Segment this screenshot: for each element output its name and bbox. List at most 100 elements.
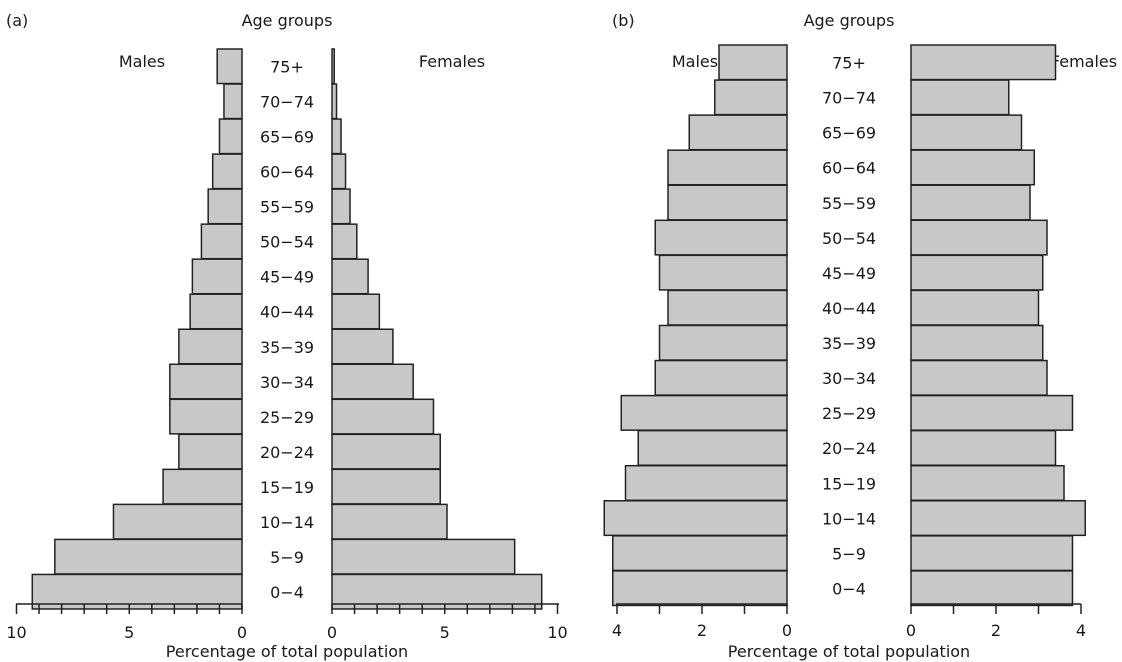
age-group-label: 35−39 [822,334,876,353]
bar-males-8 [189,293,243,330]
panel-b: (b) Age groups Males Females Percentage … [603,11,1117,661]
x-tick-label-males: 10 [6,623,26,642]
bar-females-15 [910,535,1074,572]
bar-males-3 [218,118,243,155]
bar-females-8 [331,293,381,330]
bar-females-5 [331,188,351,225]
age-group-label: 10−14 [822,509,876,528]
bar-males-10 [169,363,243,400]
bar-females-15 [331,538,516,575]
bar-males-2 [714,79,788,116]
bar-females-8 [910,289,1040,326]
age-group-label: 55−59 [822,194,876,213]
panel-a: (a) Age groups Males Females Percentage … [6,11,568,661]
bar-males-14 [112,503,243,540]
bar-males-15 [54,538,243,575]
bar-males-5 [207,188,243,225]
x-tick-label-males: 4 [612,621,622,640]
age-group-label: 30−34 [260,373,314,392]
bar-females-11 [331,398,435,435]
age-group-label: 50−54 [822,229,876,248]
x-tick-label-females: 0 [906,621,916,640]
bar-females-9 [331,328,394,365]
age-group-label: 75+ [270,58,304,77]
bar-females-4 [331,153,347,190]
age-group-label: 0−4 [832,579,866,598]
age-group-label: 45−49 [260,268,314,287]
bar-males-10 [654,359,788,396]
bar-females-10 [910,359,1048,396]
bar-females-1 [331,48,336,85]
age-group-label: 25−29 [822,404,876,423]
age-group-label: 60−64 [260,163,314,182]
age-group-label: 75+ [832,54,866,73]
age-group-label: 35−39 [260,338,314,357]
x-tick-label-females: 5 [440,623,450,642]
bar-females-13 [331,468,441,505]
bar-females-16 [910,570,1074,607]
age-group-label: 0−4 [270,583,304,602]
bar-females-2 [910,79,1010,116]
age-group-label: 65−69 [822,124,876,143]
bar-males-4 [667,149,788,186]
bar-females-3 [331,118,342,155]
bar-males-9 [178,328,243,365]
age-group-label: 15−19 [822,474,876,493]
x-tick-label-females: 4 [1076,621,1086,640]
bar-females-10 [331,363,414,400]
age-group-label: 15−19 [260,478,314,497]
bar-males-4 [211,153,243,190]
bar-females-3 [910,114,1023,151]
bar-males-5 [667,184,788,221]
panel-b-males-label: Males [672,52,718,71]
age-group-label: 40−44 [822,299,876,318]
bar-females-14 [910,500,1086,537]
bar-females-11 [910,394,1074,431]
age-group-label: 50−54 [260,233,314,252]
bar-males-15 [612,535,788,572]
bar-males-7 [191,258,243,295]
x-tick-label-males: 2 [697,621,707,640]
panel-b-label: (b) [612,11,635,30]
bar-females-14 [331,503,448,540]
age-group-label: 25−29 [260,408,314,427]
bar-females-9 [910,324,1044,361]
panel-a-males-label: Males [119,52,165,71]
age-group-label: 20−24 [260,443,314,462]
x-tick-label-females: 0 [327,623,337,642]
x-tick-label-females: 2 [991,621,1001,640]
bar-males-16 [612,570,788,607]
panel-b-title: Age groups [804,11,895,30]
bar-females-7 [910,254,1044,291]
age-group-label: 70−74 [260,93,314,112]
bar-males-11 [169,398,243,435]
x-tick-label-males: 0 [782,621,792,640]
bar-females-5 [910,184,1031,221]
panel-a-title: Age groups [242,11,333,30]
bar-females-12 [331,433,441,470]
age-group-label: 45−49 [822,264,876,283]
bar-males-13 [162,468,243,505]
bar-males-1 [718,44,788,81]
bar-males-6 [200,223,243,260]
bar-females-7 [331,258,369,295]
bar-males-16 [31,573,243,610]
panel-b-x-axis-title: Percentage of total population [728,642,970,661]
bar-females-1 [910,44,1057,81]
panel-b-females-label: Females [1051,52,1117,71]
x-tick-label-males: 5 [124,623,134,642]
panel-a-females-label: Females [419,52,485,71]
bar-females-6 [331,223,358,260]
bar-females-12 [910,429,1057,466]
bar-males-6 [654,219,788,256]
bar-males-12 [178,433,243,470]
bar-females-6 [910,219,1048,256]
panel-a-label: (a) [6,11,28,30]
age-group-label: 60−64 [822,159,876,178]
bar-males-9 [658,324,788,361]
age-group-label: 30−34 [822,369,876,388]
age-group-label: 40−44 [260,303,314,322]
bar-females-2 [331,83,338,120]
bar-females-16 [331,573,543,610]
bar-males-2 [223,83,243,120]
